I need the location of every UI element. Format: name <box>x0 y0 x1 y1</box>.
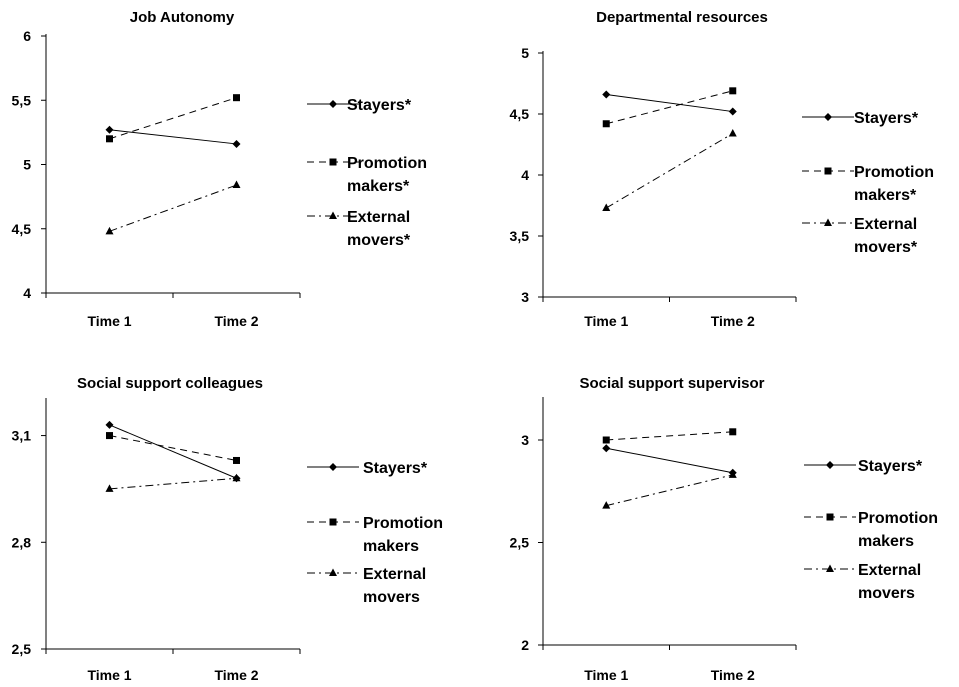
chart-2-legend-external-movers-label: External <box>363 566 426 583</box>
chart-0-legend-promotion-makers-label: Promotion <box>347 155 427 172</box>
chart-1-stayers-point <box>602 90 611 99</box>
chart-2-legend-promotion-makers-label: makers <box>363 538 419 555</box>
chart-2-title: Social support colleagues <box>77 375 263 392</box>
chart-1-legend-promotion-makers-label: makers* <box>854 187 917 204</box>
chart-2-external-movers-line <box>109 477 237 490</box>
chart-2-y-tick-label: 2,8 <box>12 534 32 550</box>
chart-1-x-tick-label: Time 1 <box>584 313 628 329</box>
chart-3-stayers-point <box>602 444 611 453</box>
chart-1-y-tick-label: 5 <box>521 45 529 61</box>
chart-3-promotion-makers-point <box>729 428 737 436</box>
chart-2-y-tick-label: 2,5 <box>12 641 32 657</box>
chart-0-promotion-makers-point <box>106 135 113 143</box>
chart-1-legend-stayers-label: Stayers* <box>854 110 919 127</box>
chart-0-legend-promotion-makers-label: makers* <box>347 178 410 195</box>
chart-2-stayers-point <box>105 420 114 429</box>
chart-1-stayers-point <box>728 107 737 116</box>
chart-0-legend-diamond-marker <box>329 100 337 108</box>
chart-1-promotion-makers-point <box>602 120 610 128</box>
chart-2-legend-external-movers-label: movers <box>363 589 420 606</box>
chart-3-title: Social support supervisor <box>579 375 764 392</box>
chart-1-legend-triangle-marker <box>824 218 832 226</box>
chart-3-legend-promotion-makers-label: makers <box>858 533 914 550</box>
chart-3-legend-triangle-marker <box>826 564 834 572</box>
chart-2-promotion-makers-point <box>106 432 113 440</box>
chart-0-y-tick-label: 4 <box>23 285 31 301</box>
chart-2-external-movers-point <box>232 473 241 482</box>
chart-3-x-tick-label: Time 2 <box>711 667 755 683</box>
chart-3-legend-promotion-makers-label: Promotion <box>858 510 938 527</box>
chart-1-promotion-makers-point <box>729 87 737 95</box>
chart-3-external-movers-point <box>602 501 611 509</box>
chart-2-legend-promotion-makers-label: Promotion <box>363 515 443 532</box>
chart-3-promotion-makers-point <box>602 436 610 444</box>
chart-3-y-tick-label: 2 <box>521 637 529 653</box>
chart-1-stayers-line <box>606 93 733 113</box>
chart-1-legend-external-movers-label: External <box>854 216 917 233</box>
chart-3-stayers-line <box>606 447 733 474</box>
chart-3-external-movers-point <box>728 470 737 478</box>
chart-2-promotion-makers-line <box>109 435 237 461</box>
chart-1-y-tick-label: 4 <box>521 167 529 183</box>
chart-0-promotion-makers-point <box>233 94 240 102</box>
chart-2-legend-stayers-label: Stayers* <box>363 460 428 477</box>
chart-3-promotion-makers-line <box>606 431 733 441</box>
chart-1-legend-external-movers-label: movers* <box>854 239 918 256</box>
chart-0-y-tick-label: 6 <box>23 28 31 44</box>
chart-0-legend-stayers-label: Stayers* <box>347 97 412 114</box>
chart-2-x-tick-label: Time 1 <box>87 667 131 683</box>
chart-1-y-tick-label: 3 <box>521 289 529 305</box>
chart-2-external-movers-point <box>105 484 114 492</box>
chart-2-stayers-line <box>109 424 237 479</box>
chart-1-promotion-makers-line <box>606 90 733 125</box>
chart-0-x-tick-label: Time 2 <box>214 313 258 329</box>
chart-3-legend-external-movers-label: movers <box>858 585 915 602</box>
chart-2-legend-triangle-marker <box>329 568 337 576</box>
chart-3-y-tick-label: 3 <box>521 432 529 448</box>
chart-1-title: Departmental resources <box>596 9 768 26</box>
chart-2-legend-square-marker <box>329 518 337 526</box>
chart-2-promotion-makers-point <box>233 456 240 464</box>
chart-0-external-movers-point <box>232 180 241 189</box>
chart-3-legend-external-movers-label: External <box>858 562 921 579</box>
chart-0-x-tick-label: Time 1 <box>87 313 131 329</box>
chart-2-y-tick-label: 3,1 <box>12 428 32 444</box>
chart-2-x-tick-label: Time 2 <box>214 667 258 683</box>
chart-0-y-tick-label: 4,5 <box>12 221 32 237</box>
chart-3-legend-stayers-label: Stayers* <box>858 458 923 475</box>
chart-3-external-movers-line <box>606 474 733 507</box>
chart-1-legend-square-marker <box>824 167 832 175</box>
chart-0-legend-external-movers-label: movers* <box>347 232 411 249</box>
chart-0-title: Job Autonomy <box>130 9 235 26</box>
chart-0-legend-external-movers-label: External <box>347 209 410 226</box>
chart-2-legend-diamond-marker <box>329 463 337 471</box>
chart-0-promotion-makers-line <box>109 97 237 140</box>
chart-0-external-movers-line <box>109 184 237 232</box>
chart-0-legend-square-marker <box>329 158 337 166</box>
chart-1-y-tick-label: 3,5 <box>510 228 530 244</box>
chart-0-stayers-point <box>105 125 114 134</box>
chart-1-external-movers-line <box>605 133 734 209</box>
chart-3-legend-square-marker <box>826 513 834 521</box>
chart-0-y-tick-label: 5,5 <box>12 92 32 108</box>
chart-0-external-movers-point <box>105 226 114 235</box>
chart-3-legend-diamond-marker <box>826 461 834 469</box>
chart-1-y-tick-label: 4,5 <box>510 106 530 122</box>
chart-0-stayers-point <box>232 139 241 148</box>
chart-0-legend-triangle-marker <box>329 211 337 219</box>
chart-1-legend-diamond-marker <box>824 113 832 121</box>
chart-0-y-tick-label: 5 <box>23 157 31 173</box>
chart-1-x-tick-label: Time 2 <box>711 313 755 329</box>
chart-0-stayers-line <box>109 129 237 145</box>
chart-1-external-movers-point <box>602 203 611 211</box>
chart-1-external-movers-point <box>728 129 737 137</box>
chart-3-y-tick-label: 2,5 <box>510 535 530 551</box>
chart-3-x-tick-label: Time 1 <box>584 667 628 683</box>
chart-1-legend-promotion-makers-label: Promotion <box>854 164 934 181</box>
